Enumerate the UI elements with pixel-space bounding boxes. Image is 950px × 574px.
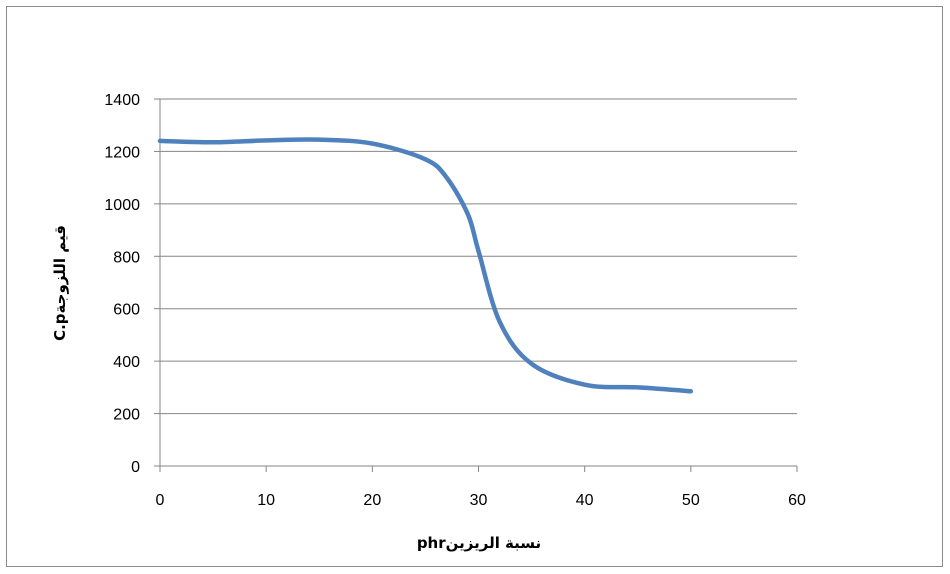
y-tick-label-1000: 1000 <box>104 197 140 214</box>
x-tick-label-60: 60 <box>788 492 806 509</box>
y-tick-label-1200: 1200 <box>104 144 140 161</box>
series-line-0 <box>157 137 694 394</box>
x-axis-title: نسبة الريزينphr <box>417 534 541 552</box>
x-tick-label-30: 30 <box>470 492 488 509</box>
y-tick-label-400: 400 <box>113 354 140 371</box>
x-tick-label-0: 0 <box>156 492 165 509</box>
y-tick-label-0: 0 <box>131 459 140 476</box>
y-tick-label-600: 600 <box>113 302 140 319</box>
y-tick-label-800: 800 <box>113 249 140 266</box>
x-tick-label-40: 40 <box>576 492 594 509</box>
x-tick-label-10: 10 <box>257 492 275 509</box>
x-tick-label-20: 20 <box>363 492 381 509</box>
y-tick-label-1400: 1400 <box>104 92 140 109</box>
x-tick-label-50: 50 <box>682 492 700 509</box>
grid-lines <box>160 98 797 415</box>
axes <box>154 98 798 472</box>
y-axis-title: قيم اللزوجةC.p <box>51 225 69 341</box>
y-tick-label-200: 200 <box>113 407 140 424</box>
tick-labels: 0 200 400 600 800 1000 1200 1400 0 10 20 30 40 50 60 <box>104 92 806 509</box>
series-layer <box>157 137 694 394</box>
